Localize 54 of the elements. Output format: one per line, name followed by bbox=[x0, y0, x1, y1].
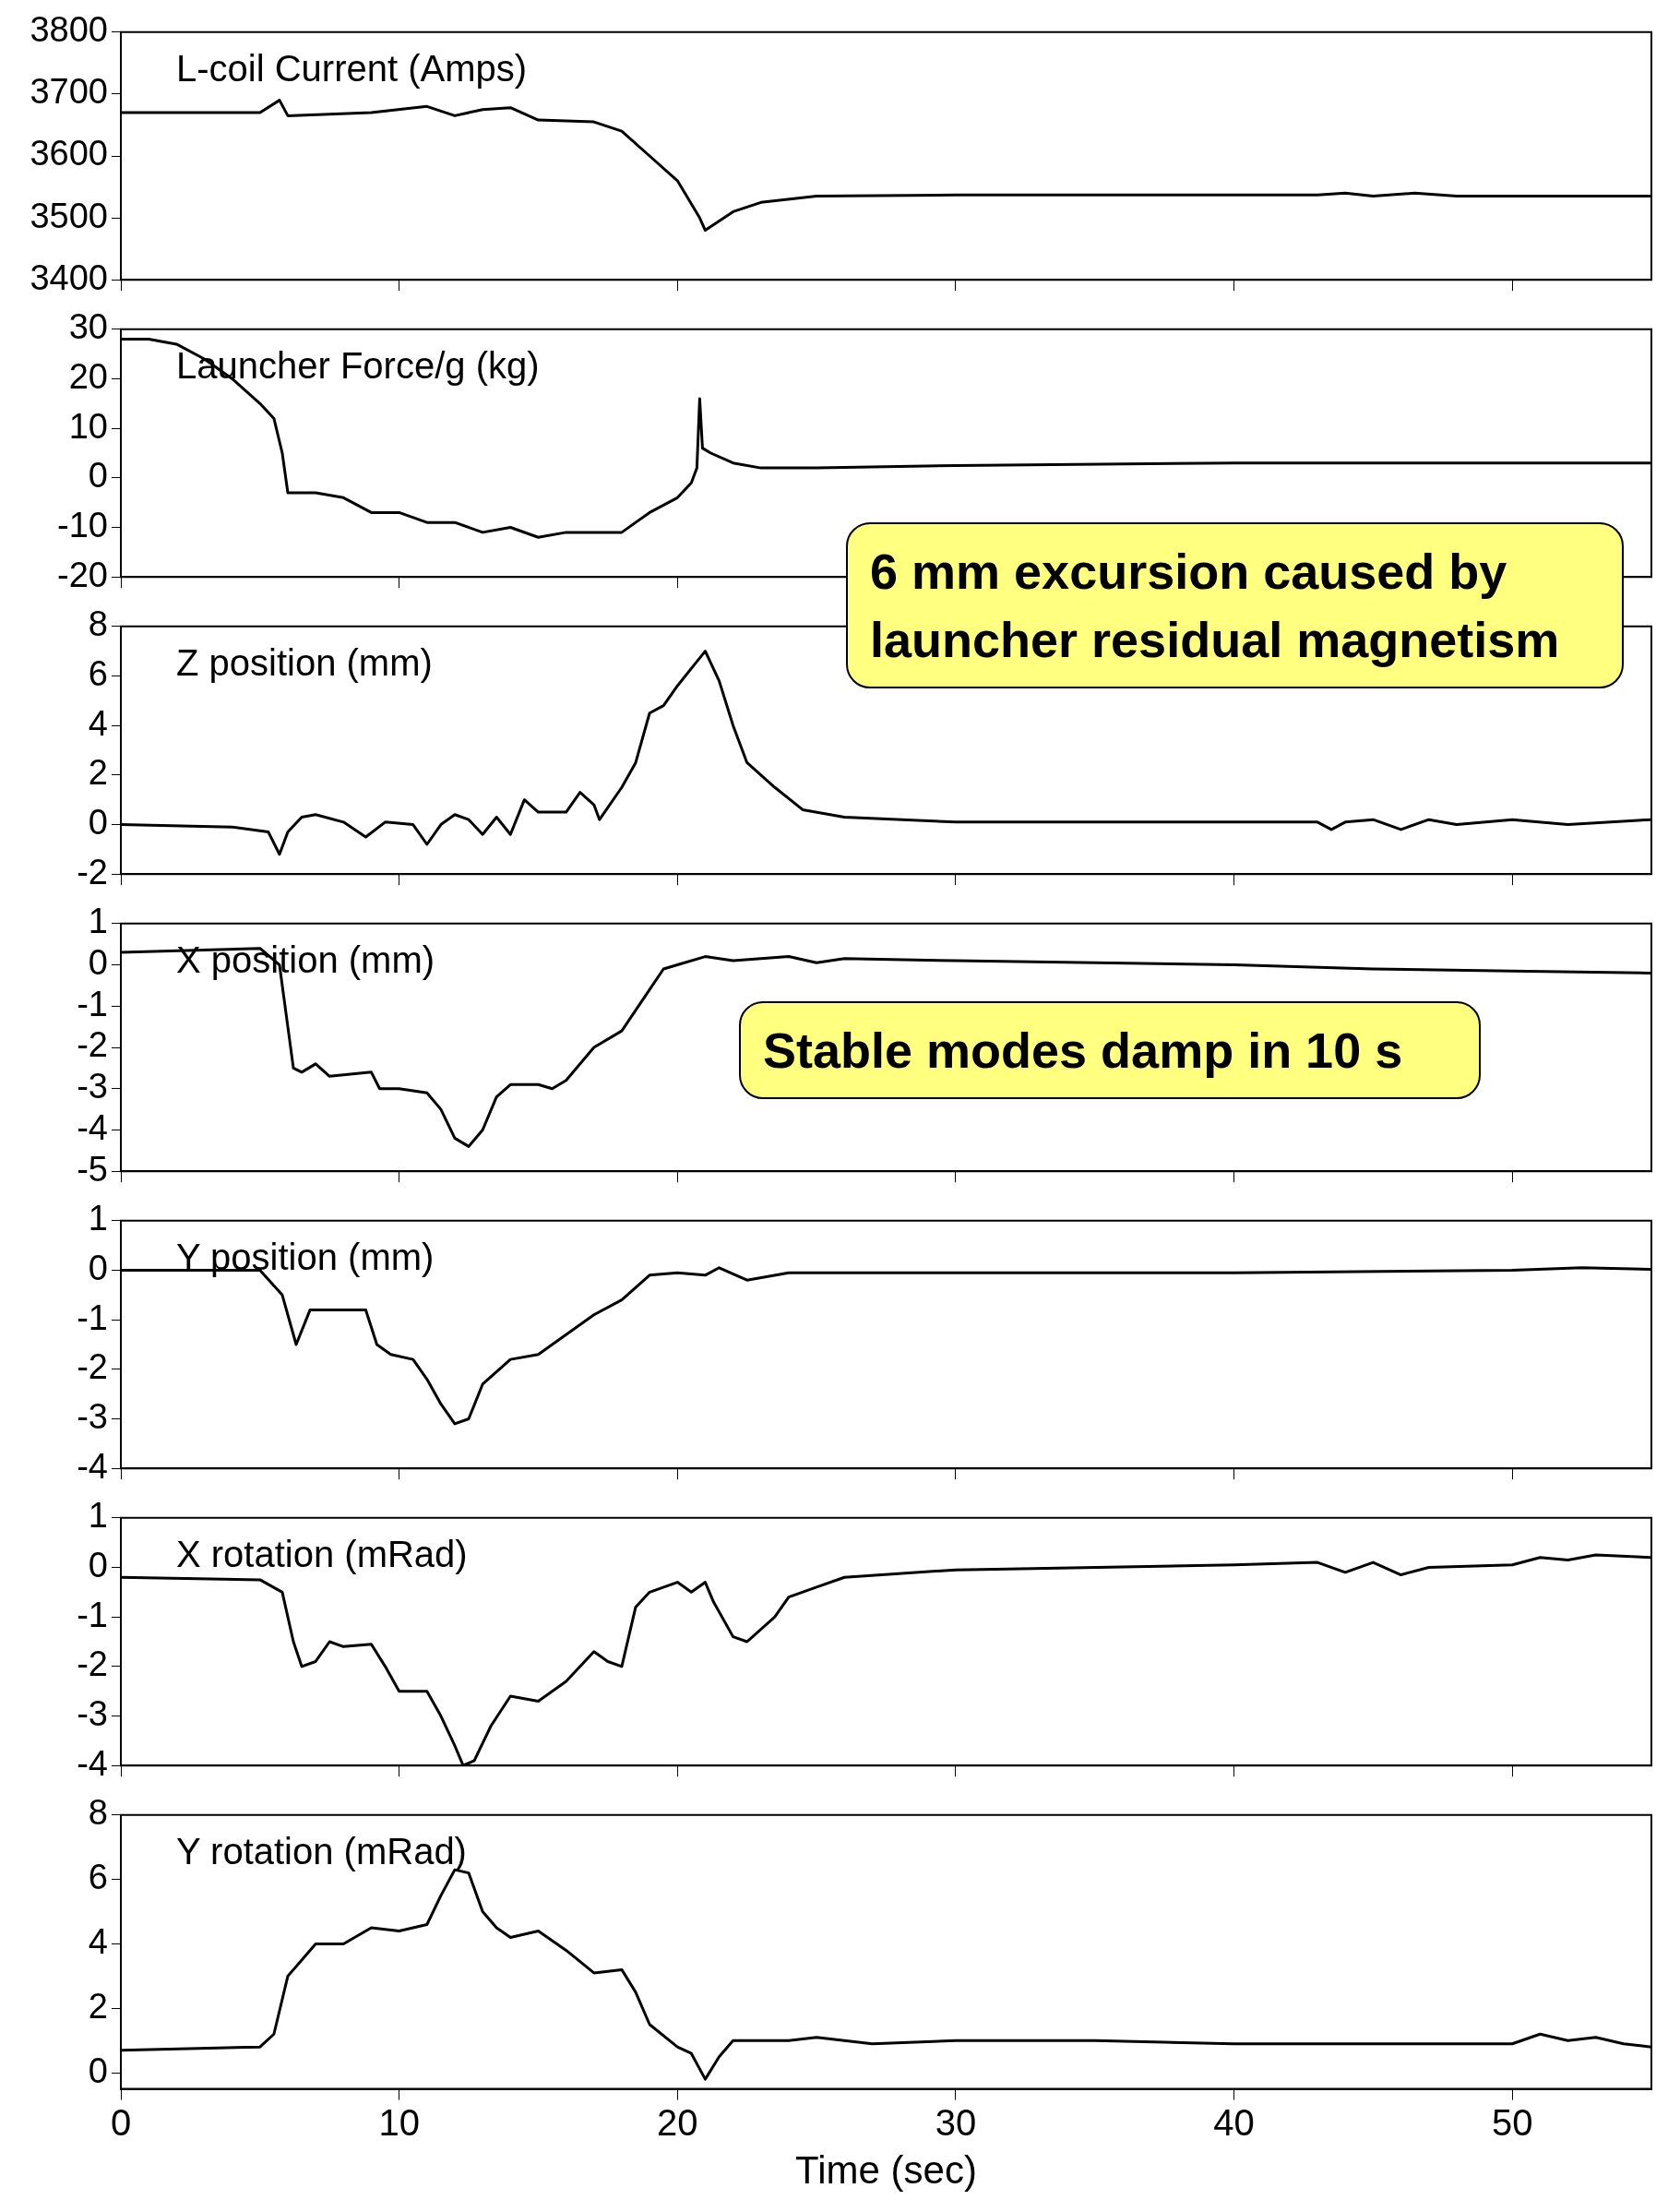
y-tick-label: 4 bbox=[88, 1921, 108, 1961]
annotation: Stable modes damp in 10 s bbox=[739, 1001, 1481, 1099]
y-tick-label: -5 bbox=[77, 1149, 108, 1189]
chart-title: L-coil Current (Amps) bbox=[176, 47, 528, 89]
y-tick-label: 4 bbox=[88, 703, 108, 743]
y-tick-label: -2 bbox=[77, 1347, 108, 1387]
x-tick-label: 10 bbox=[378, 2101, 420, 2143]
y-tick-label: 0 bbox=[88, 456, 108, 496]
y-tick-label: 1 bbox=[88, 1199, 108, 1238]
y-tick-label: -10 bbox=[57, 506, 108, 544]
y-tick-label: 0 bbox=[88, 1248, 108, 1287]
y-tick-label: -4 bbox=[77, 1107, 108, 1147]
y-tick-label: 10 bbox=[68, 406, 108, 446]
chart-title: X rotation (mRad) bbox=[176, 1533, 468, 1574]
y-tick-label: -4 bbox=[77, 1446, 108, 1486]
y-tick-label: 8 bbox=[88, 604, 108, 644]
chart-title: Z position (mm) bbox=[176, 641, 433, 683]
chart-title: Y position (mm) bbox=[176, 1236, 435, 1277]
y-tick-label: 30 bbox=[68, 307, 108, 347]
y-tick-label: 0 bbox=[88, 943, 108, 983]
y-tick-label: -2 bbox=[77, 852, 108, 891]
y-tick-label: 1 bbox=[88, 1496, 108, 1536]
y-tick-label: 8 bbox=[88, 1793, 108, 1833]
x-tick-label: 50 bbox=[1491, 2101, 1533, 2143]
y-tick-label: -3 bbox=[77, 1067, 108, 1106]
x-tick-label: 40 bbox=[1213, 2101, 1255, 2143]
y-tick-label: 3600 bbox=[30, 134, 108, 173]
y-tick-label: 3500 bbox=[30, 196, 108, 235]
y-tick-label: 0 bbox=[88, 1545, 108, 1584]
y-tick-label: 1 bbox=[88, 902, 108, 941]
y-tick-label: 0 bbox=[88, 2051, 108, 2090]
y-tick-label: 6 bbox=[88, 653, 108, 693]
y-tick-label: 6 bbox=[88, 1858, 108, 1897]
y-tick-label: 2 bbox=[88, 1986, 108, 2026]
x-tick-label: 20 bbox=[657, 2101, 698, 2143]
y-tick-label: -1 bbox=[77, 1297, 108, 1337]
x-tick-label: 30 bbox=[935, 2101, 977, 2143]
y-tick-label: -3 bbox=[77, 1694, 108, 1733]
annotation: 6 mm excursion caused by launcher residual magnetism bbox=[846, 522, 1624, 688]
y-tick-label: -2 bbox=[77, 1025, 108, 1065]
y-tick-label: -4 bbox=[77, 1743, 108, 1783]
y-tick-label: -3 bbox=[77, 1397, 108, 1436]
x-axis-title: Time (sec) bbox=[795, 2148, 977, 2193]
chart-title: Y rotation (mRad) bbox=[176, 1830, 467, 1871]
y-tick-label: 2 bbox=[88, 753, 108, 793]
y-tick-label: -1 bbox=[77, 1595, 108, 1634]
y-tick-label: 3700 bbox=[30, 72, 108, 112]
y-tick-label: -1 bbox=[77, 984, 108, 1023]
y-tick-label: -2 bbox=[77, 1644, 108, 1684]
y-tick-label: 20 bbox=[68, 356, 108, 396]
y-tick-label: 0 bbox=[88, 803, 108, 842]
y-tick-label: -20 bbox=[57, 555, 108, 594]
y-tick-label: 3800 bbox=[30, 10, 108, 50]
y-tick-label: 3400 bbox=[30, 257, 108, 297]
